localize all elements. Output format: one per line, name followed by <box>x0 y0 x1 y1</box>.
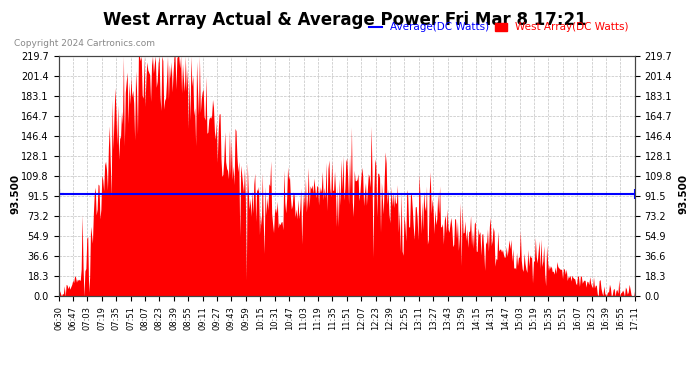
Text: Copyright 2024 Cartronics.com: Copyright 2024 Cartronics.com <box>14 39 155 48</box>
Text: 93.500: 93.500 <box>679 174 689 214</box>
Text: 93.500: 93.500 <box>10 174 21 214</box>
Text: West Array Actual & Average Power Fri Mar 8 17:21: West Array Actual & Average Power Fri Ma… <box>104 11 586 29</box>
Legend: Average(DC Watts), West Array(DC Watts): Average(DC Watts), West Array(DC Watts) <box>365 18 633 37</box>
